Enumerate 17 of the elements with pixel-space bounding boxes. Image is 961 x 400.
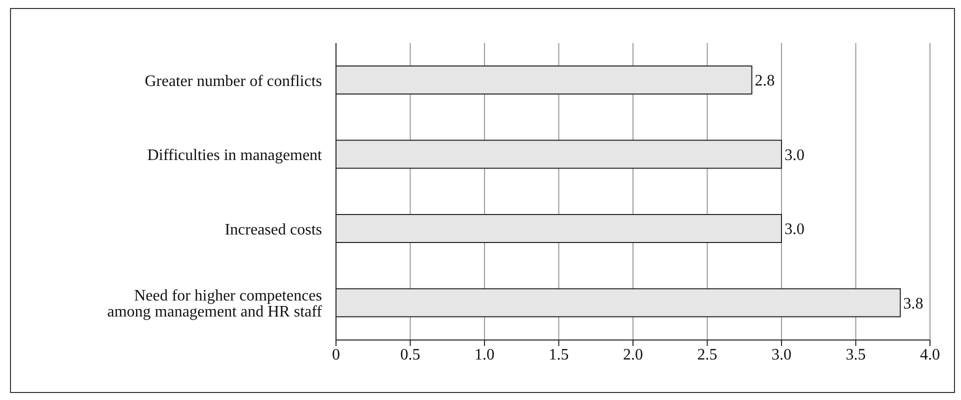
x-tick-label: 3.0 [772,346,792,364]
data-label: 2.8 [754,72,775,90]
x-tick-label: 2.5 [697,346,718,364]
x-tick-label: 1.0 [474,346,494,364]
data-label: 3.0 [784,221,804,238]
x-tick-label: 0 [332,346,340,364]
data-label: 3.0 [784,146,804,164]
x-tick-label: 4.0 [920,346,940,364]
data-label: 3.8 [903,295,924,312]
x-tick-label: 0.5 [400,346,420,364]
y-tick-label: Difficulties in management [147,147,323,164]
y-tick-label: Increased costs [224,221,322,238]
y-tick-label: Need for higher competences among management and HR staff [107,288,323,321]
x-tick-label: 2.0 [623,346,643,364]
x-tick-label: 1.5 [548,346,569,364]
y-tick-label: Greater number of conflicts [144,72,322,90]
x-tick-label: 3.5 [846,346,866,364]
